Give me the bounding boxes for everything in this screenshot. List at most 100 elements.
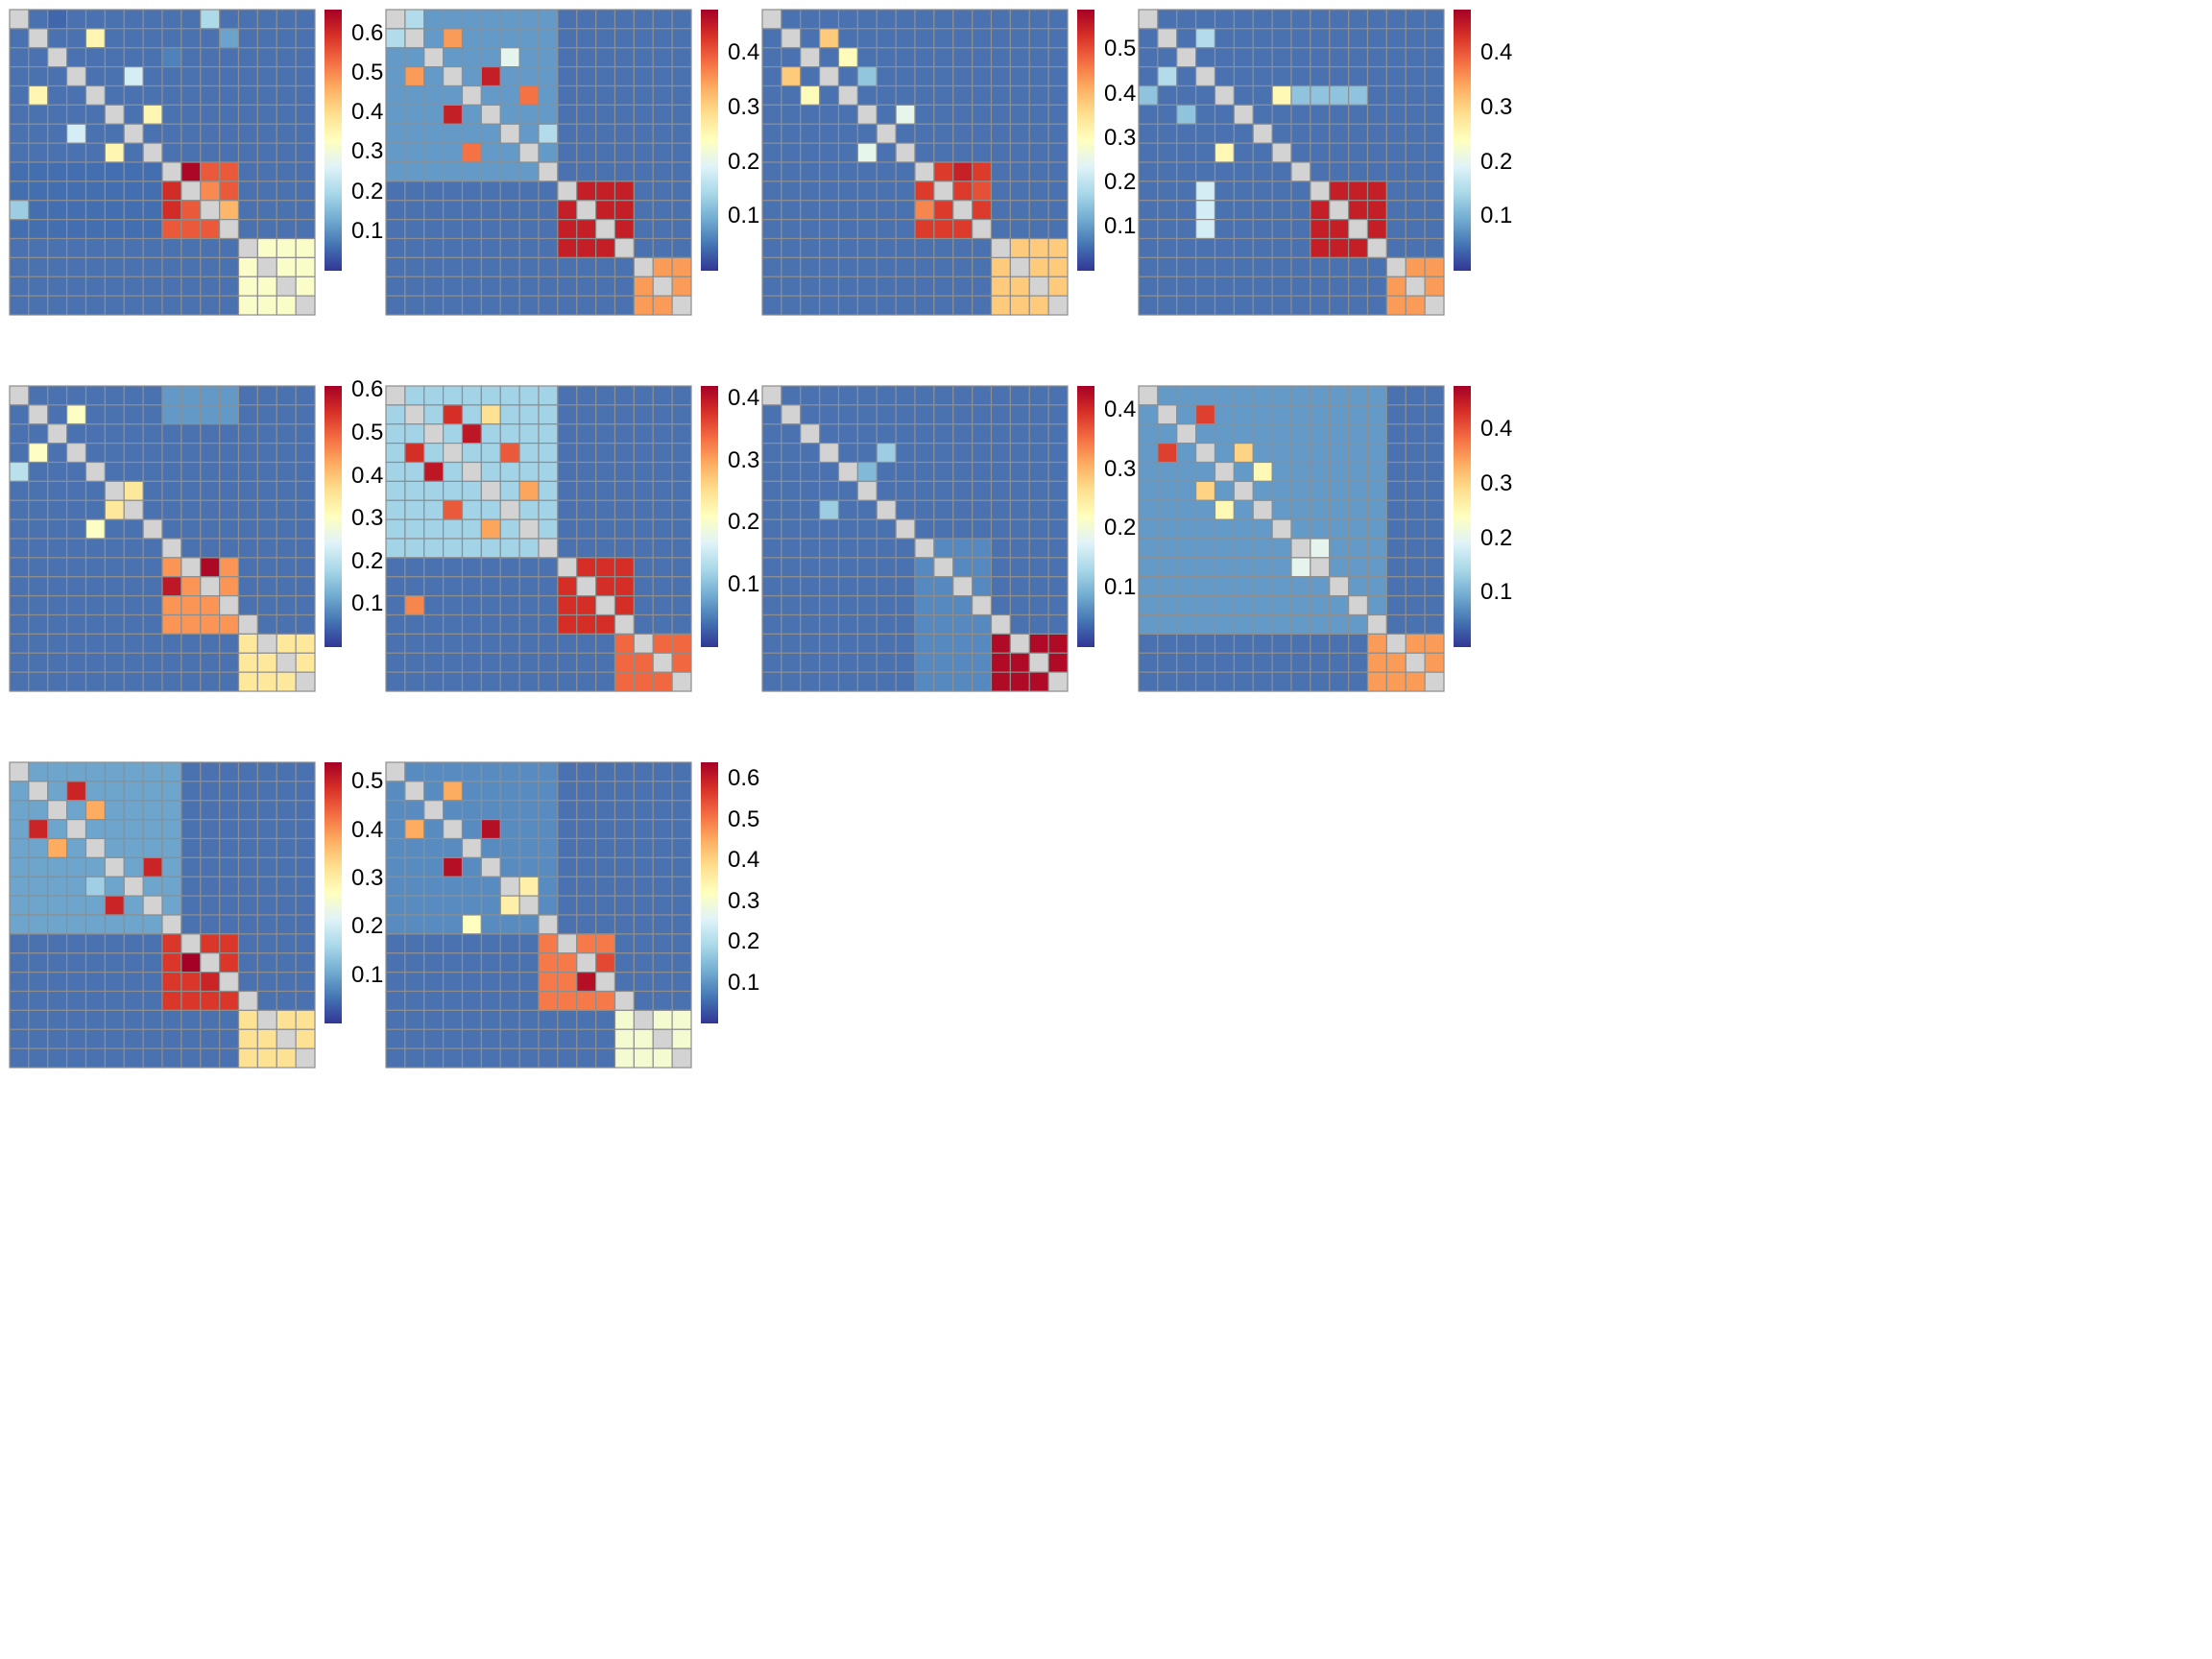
heatmap-cell bbox=[461, 423, 482, 445]
heatmap-cell bbox=[576, 9, 597, 30]
colorbar-tick-label: 0.3 bbox=[351, 138, 384, 165]
heatmap-cell bbox=[276, 219, 297, 240]
heatmap-cell bbox=[613, 499, 635, 520]
heatmap-cell bbox=[443, 237, 464, 258]
heatmap-cell bbox=[1009, 576, 1030, 597]
heatmap-cell bbox=[1028, 104, 1049, 125]
heatmap-cell bbox=[613, 28, 635, 49]
heatmap-cell bbox=[480, 781, 501, 802]
heatmap-cell bbox=[1138, 123, 1159, 144]
heatmap-cell bbox=[28, 837, 49, 858]
heatmap-cell bbox=[1310, 295, 1331, 316]
heatmap-cell bbox=[1271, 47, 1292, 68]
heatmap-cell bbox=[1233, 499, 1254, 520]
heatmap-cell bbox=[256, 819, 277, 840]
heatmap-cell bbox=[1329, 671, 1350, 692]
heatmap-cell bbox=[66, 276, 87, 297]
heatmap-cell bbox=[404, 423, 425, 445]
heatmap-cell bbox=[1329, 123, 1350, 144]
heatmap-cell bbox=[443, 84, 464, 106]
diagonal-cell bbox=[237, 990, 258, 1011]
heatmap-cell bbox=[142, 633, 163, 654]
heatmap-cell bbox=[819, 404, 840, 425]
heatmap-cell bbox=[576, 180, 597, 202]
heatmap-cell bbox=[800, 461, 821, 482]
heatmap-cell bbox=[876, 652, 897, 673]
heatmap-cell bbox=[781, 84, 802, 106]
heatmap-cell bbox=[781, 538, 802, 559]
heatmap-cell bbox=[671, 576, 692, 597]
diagonal-cell bbox=[123, 123, 144, 144]
heatmap-cell bbox=[781, 385, 802, 406]
heatmap-cell bbox=[895, 276, 916, 297]
heatmap-cell bbox=[856, 237, 878, 258]
heatmap-cell bbox=[781, 200, 802, 221]
heatmap-cell bbox=[404, 499, 425, 520]
heatmap-cell bbox=[142, 180, 163, 202]
heatmap-cell bbox=[219, 557, 240, 578]
heatmap-cell bbox=[385, 557, 406, 578]
heatmap-cell bbox=[1310, 671, 1331, 692]
heatmap-cell bbox=[800, 480, 821, 501]
heatmap-cell bbox=[161, 576, 182, 597]
heatmap-cell bbox=[856, 161, 878, 182]
colorbar-tick-label: 0.4 bbox=[351, 99, 384, 126]
diagonal-cell bbox=[142, 518, 163, 540]
heatmap-cell bbox=[499, 895, 520, 916]
heatmap-cell bbox=[914, 295, 935, 316]
heatmap-cell bbox=[480, 276, 501, 297]
heatmap-cell bbox=[443, 856, 464, 878]
heatmap-cell bbox=[1157, 480, 1178, 501]
heatmap-cell bbox=[1329, 66, 1350, 87]
heatmap-cell bbox=[480, 990, 501, 1011]
heatmap-cell bbox=[276, 443, 297, 464]
heatmap-cell bbox=[518, 443, 540, 464]
heatmap-cell bbox=[819, 47, 840, 68]
heatmap-cell bbox=[9, 819, 30, 840]
heatmap-cell bbox=[480, 47, 501, 68]
heatmap-cell bbox=[933, 256, 954, 277]
heatmap-cell bbox=[972, 237, 993, 258]
heatmap-cell bbox=[180, 613, 202, 635]
heatmap-cell bbox=[856, 595, 878, 616]
heatmap-cell bbox=[66, 47, 87, 68]
heatmap-cell bbox=[1424, 237, 1445, 258]
heatmap-cell bbox=[1009, 104, 1030, 125]
heatmap-cell bbox=[123, 404, 144, 425]
diagonal-cell bbox=[237, 237, 258, 258]
heatmap-cell bbox=[104, 952, 125, 974]
heatmap-cell bbox=[200, 47, 221, 68]
heatmap-cell bbox=[200, 800, 221, 821]
heatmap-cell bbox=[237, 276, 258, 297]
heatmap-cell bbox=[972, 423, 993, 445]
diagonal-cell bbox=[952, 576, 974, 597]
heatmap-cell bbox=[47, 295, 68, 316]
heatmap-cell bbox=[1366, 66, 1387, 87]
heatmap-cell bbox=[518, 276, 540, 297]
heatmap-cell bbox=[200, 933, 221, 954]
heatmap-cell bbox=[9, 104, 30, 125]
heatmap-grid bbox=[9, 385, 316, 692]
heatmap-cell bbox=[933, 295, 954, 316]
heatmap-cell bbox=[123, 781, 144, 802]
heatmap-cell bbox=[576, 443, 597, 464]
colorbar-tick-label: 0.2 bbox=[728, 509, 760, 536]
heatmap-cell bbox=[84, 404, 106, 425]
heatmap-cell bbox=[219, 895, 240, 916]
heatmap-cell bbox=[613, 633, 635, 654]
heatmap-cell bbox=[761, 499, 782, 520]
heatmap-cell bbox=[1138, 423, 1159, 445]
heatmap-cell bbox=[1009, 295, 1030, 316]
heatmap-cell bbox=[28, 856, 49, 878]
heatmap-cell bbox=[9, 895, 30, 916]
heatmap-cell bbox=[1348, 161, 1369, 182]
heatmap-cell bbox=[1348, 518, 1369, 540]
heatmap-cell bbox=[276, 856, 297, 878]
colorbar-tick-label: 0.1 bbox=[1480, 579, 1513, 606]
heatmap-cell bbox=[613, 819, 635, 840]
heatmap-cell bbox=[652, 28, 673, 49]
heatmap-cell bbox=[1176, 595, 1197, 616]
colorbar-gradient bbox=[1077, 10, 1094, 271]
heatmap-cell bbox=[219, 9, 240, 30]
heatmap-cell bbox=[518, 1028, 540, 1049]
